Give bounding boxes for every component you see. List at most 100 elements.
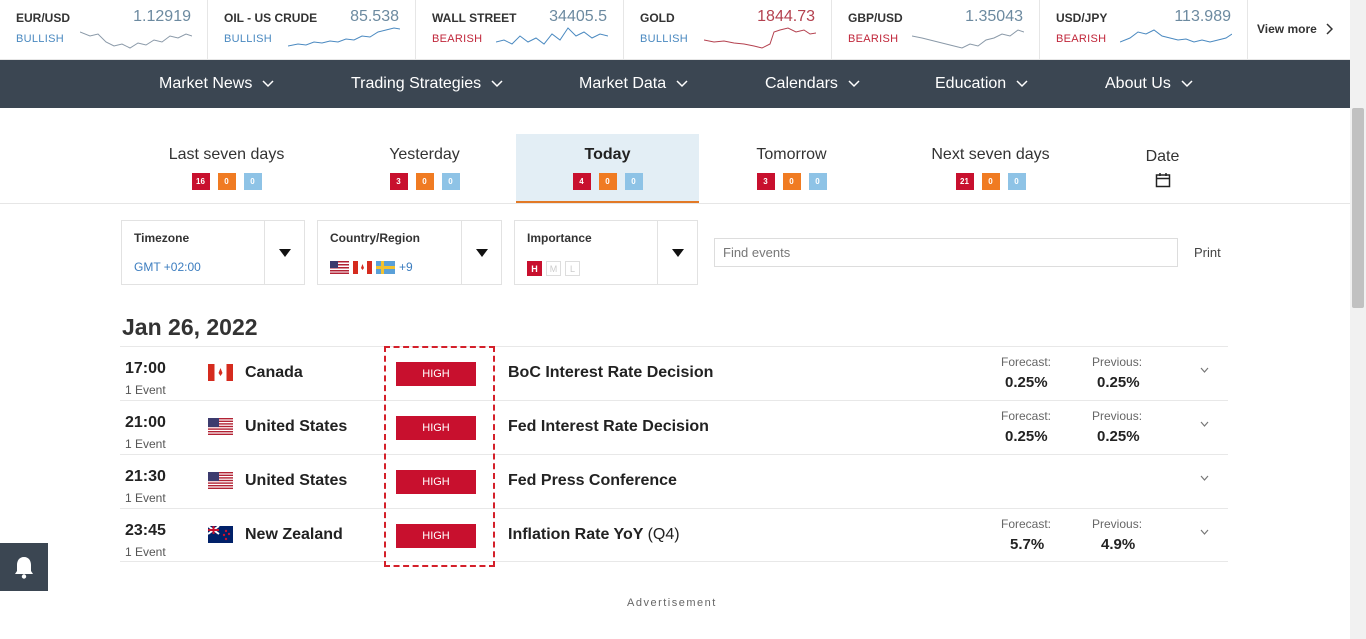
event-row[interactable]: 17:00 1 Event Canada HIGH BoC Interest R… [120, 346, 1228, 400]
ticker-item-wallstreet[interactable]: WALL STREET 34405.5 BEARISH [416, 0, 624, 60]
dropdown-caret-icon[interactable] [461, 221, 501, 284]
importance-counts: 16 0 0 [135, 173, 318, 190]
nav-market-data[interactable]: Market Data [579, 60, 688, 108]
previous-value: 4.9% [1101, 536, 1136, 553]
filter-label: Timezone [134, 231, 190, 245]
nav-education[interactable]: Education [935, 60, 1028, 108]
ticker-item-oil[interactable]: OIL - US CRUDE 85.538 BULLISH [208, 0, 416, 60]
scrollbar-thumb[interactable] [1352, 108, 1364, 308]
chevron-down-icon [676, 80, 688, 88]
event-count: 1 Event [125, 491, 166, 505]
ticker-item-gold[interactable]: GOLD 1844.73 BULLISH [624, 0, 832, 60]
tab-label: Yesterday [389, 146, 460, 163]
medium-count: 0 [782, 173, 801, 190]
eu-flag-icon [376, 260, 395, 274]
tab-date[interactable]: Date [1071, 134, 1254, 203]
event-time: 21:30 [125, 468, 166, 485]
nav-about-us[interactable]: About Us [1105, 60, 1193, 108]
country-filter[interactable]: Country/Region +9 [317, 220, 502, 285]
event-country: United States [245, 418, 348, 435]
nav-label: Calendars [765, 75, 838, 92]
expand-chevron-icon[interactable] [1200, 475, 1209, 481]
calendar-icon [1071, 172, 1254, 188]
event-row[interactable]: 21:00 1 Event United States HIGH Fed Int… [120, 400, 1228, 454]
view-more-link[interactable]: View more [1257, 22, 1333, 36]
low-count: 0 [1007, 173, 1026, 190]
ticker-item-gbpusd[interactable]: GBP/USD 1.35043 BEARISH [832, 0, 1040, 60]
event-name[interactable]: Fed Interest Rate Decision [508, 418, 709, 436]
ticker-price: 1844.73 [757, 8, 815, 25]
ticker-item-eurusd[interactable]: EUR/USD 1.12919 BULLISH [0, 0, 208, 60]
tab-yesterday[interactable]: Yesterday 3 0 0 [333, 134, 516, 203]
tab-last-seven-days[interactable]: Last seven days 16 0 0 [135, 134, 318, 203]
expand-chevron-icon[interactable] [1200, 529, 1209, 535]
importance-badge: HIGH [396, 470, 476, 494]
tab-label: Today [584, 146, 631, 163]
day-tabs: Last seven days 16 0 0 Yesterday 3 0 0 T… [0, 134, 1350, 204]
event-row[interactable]: 21:30 1 Event United States HIGH Fed Pre… [120, 454, 1228, 508]
event-time: 23:45 [125, 522, 166, 539]
medium-count: 0 [415, 173, 434, 190]
notifications-button[interactable] [0, 543, 48, 591]
ticker-name: OIL - US CRUDE [224, 11, 318, 25]
event-name[interactable]: Fed Press Conference [508, 472, 677, 490]
timezone-value: GMT +02:00 [134, 260, 201, 274]
expand-chevron-icon[interactable] [1200, 421, 1209, 427]
high-count: 4 [572, 173, 591, 190]
importance-low-toggle[interactable]: L [565, 261, 580, 276]
forecast-label: Forecast: [1001, 409, 1052, 423]
importance-counts: 3 0 0 [700, 173, 883, 190]
dropdown-caret-icon[interactable] [657, 221, 697, 284]
us-flag-icon [208, 472, 233, 489]
expand-chevron-icon[interactable] [1200, 367, 1209, 373]
importance-counts: 4 0 0 [516, 173, 699, 190]
canada-flag-icon [353, 260, 372, 274]
event-count: 1 Event [125, 437, 166, 451]
tab-next-seven-days[interactable]: Next seven days 21 0 0 [899, 134, 1082, 203]
previous-label: Previous: [1092, 355, 1143, 369]
dropdown-caret-icon[interactable] [264, 221, 304, 284]
ticker-price: 34405.5 [549, 8, 607, 25]
medium-count: 0 [981, 173, 1000, 190]
nav-trading-strategies[interactable]: Trading Strategies [351, 60, 503, 108]
sparkline-eurusd [80, 31, 192, 49]
importance-badge: HIGH [396, 416, 476, 440]
ticker-sentiment: BULLISH [224, 33, 272, 45]
ticker-item-usdjpy[interactable]: USD/JPY 113.989 BEARISH [1040, 0, 1248, 60]
scrollbar[interactable] [1350, 0, 1366, 639]
ticker-sentiment: BEARISH [848, 33, 899, 45]
importance-counts: 21 0 0 [899, 173, 1082, 190]
market-ticker: EUR/USD 1.12919 BULLISH OIL - US CRUDE 8… [0, 0, 1350, 60]
event-count: 1 Event [125, 545, 166, 559]
sparkline-wallstreet [496, 27, 608, 45]
previous-value: 0.25% [1097, 428, 1140, 445]
print-link[interactable]: Print [1194, 245, 1221, 260]
ticker-name: GOLD [640, 11, 675, 25]
us-flag-icon [208, 418, 233, 435]
timezone-filter[interactable]: Timezone GMT +02:00 [121, 220, 305, 285]
nav-calendars[interactable]: Calendars [765, 60, 860, 108]
event-name[interactable]: BoC Interest Rate Decision [508, 364, 713, 382]
importance-filter[interactable]: Importance H M L [514, 220, 698, 285]
importance-medium-toggle[interactable]: M [546, 261, 561, 276]
low-count: 0 [441, 173, 460, 190]
date-heading: Jan 26, 2022 [122, 314, 258, 340]
tab-today[interactable]: Today 4 0 0 [516, 134, 699, 203]
search-events-input[interactable] [714, 238, 1178, 267]
event-row[interactable]: 23:45 1 Event New Zealand HIGH Inflation… [120, 508, 1228, 562]
tab-tomorrow[interactable]: Tomorrow 3 0 0 [700, 134, 883, 203]
advertisement-label: Advertisement [627, 597, 717, 609]
events-list: 17:00 1 Event Canada HIGH BoC Interest R… [120, 346, 1228, 562]
importance-high-toggle[interactable]: H [527, 261, 542, 276]
event-name[interactable]: Inflation Rate YoY (Q4) [508, 526, 680, 544]
high-count: 21 [955, 173, 974, 190]
event-period: (Q4) [647, 526, 680, 543]
event-title: Fed Press Conference [508, 472, 677, 489]
previous-label: Previous: [1092, 409, 1143, 423]
medium-count: 0 [598, 173, 617, 190]
nav-market-news[interactable]: Market News [159, 60, 274, 108]
sparkline-oil [288, 27, 400, 47]
forecast-label: Forecast: [1001, 355, 1052, 369]
chevron-down-icon [1016, 80, 1028, 88]
